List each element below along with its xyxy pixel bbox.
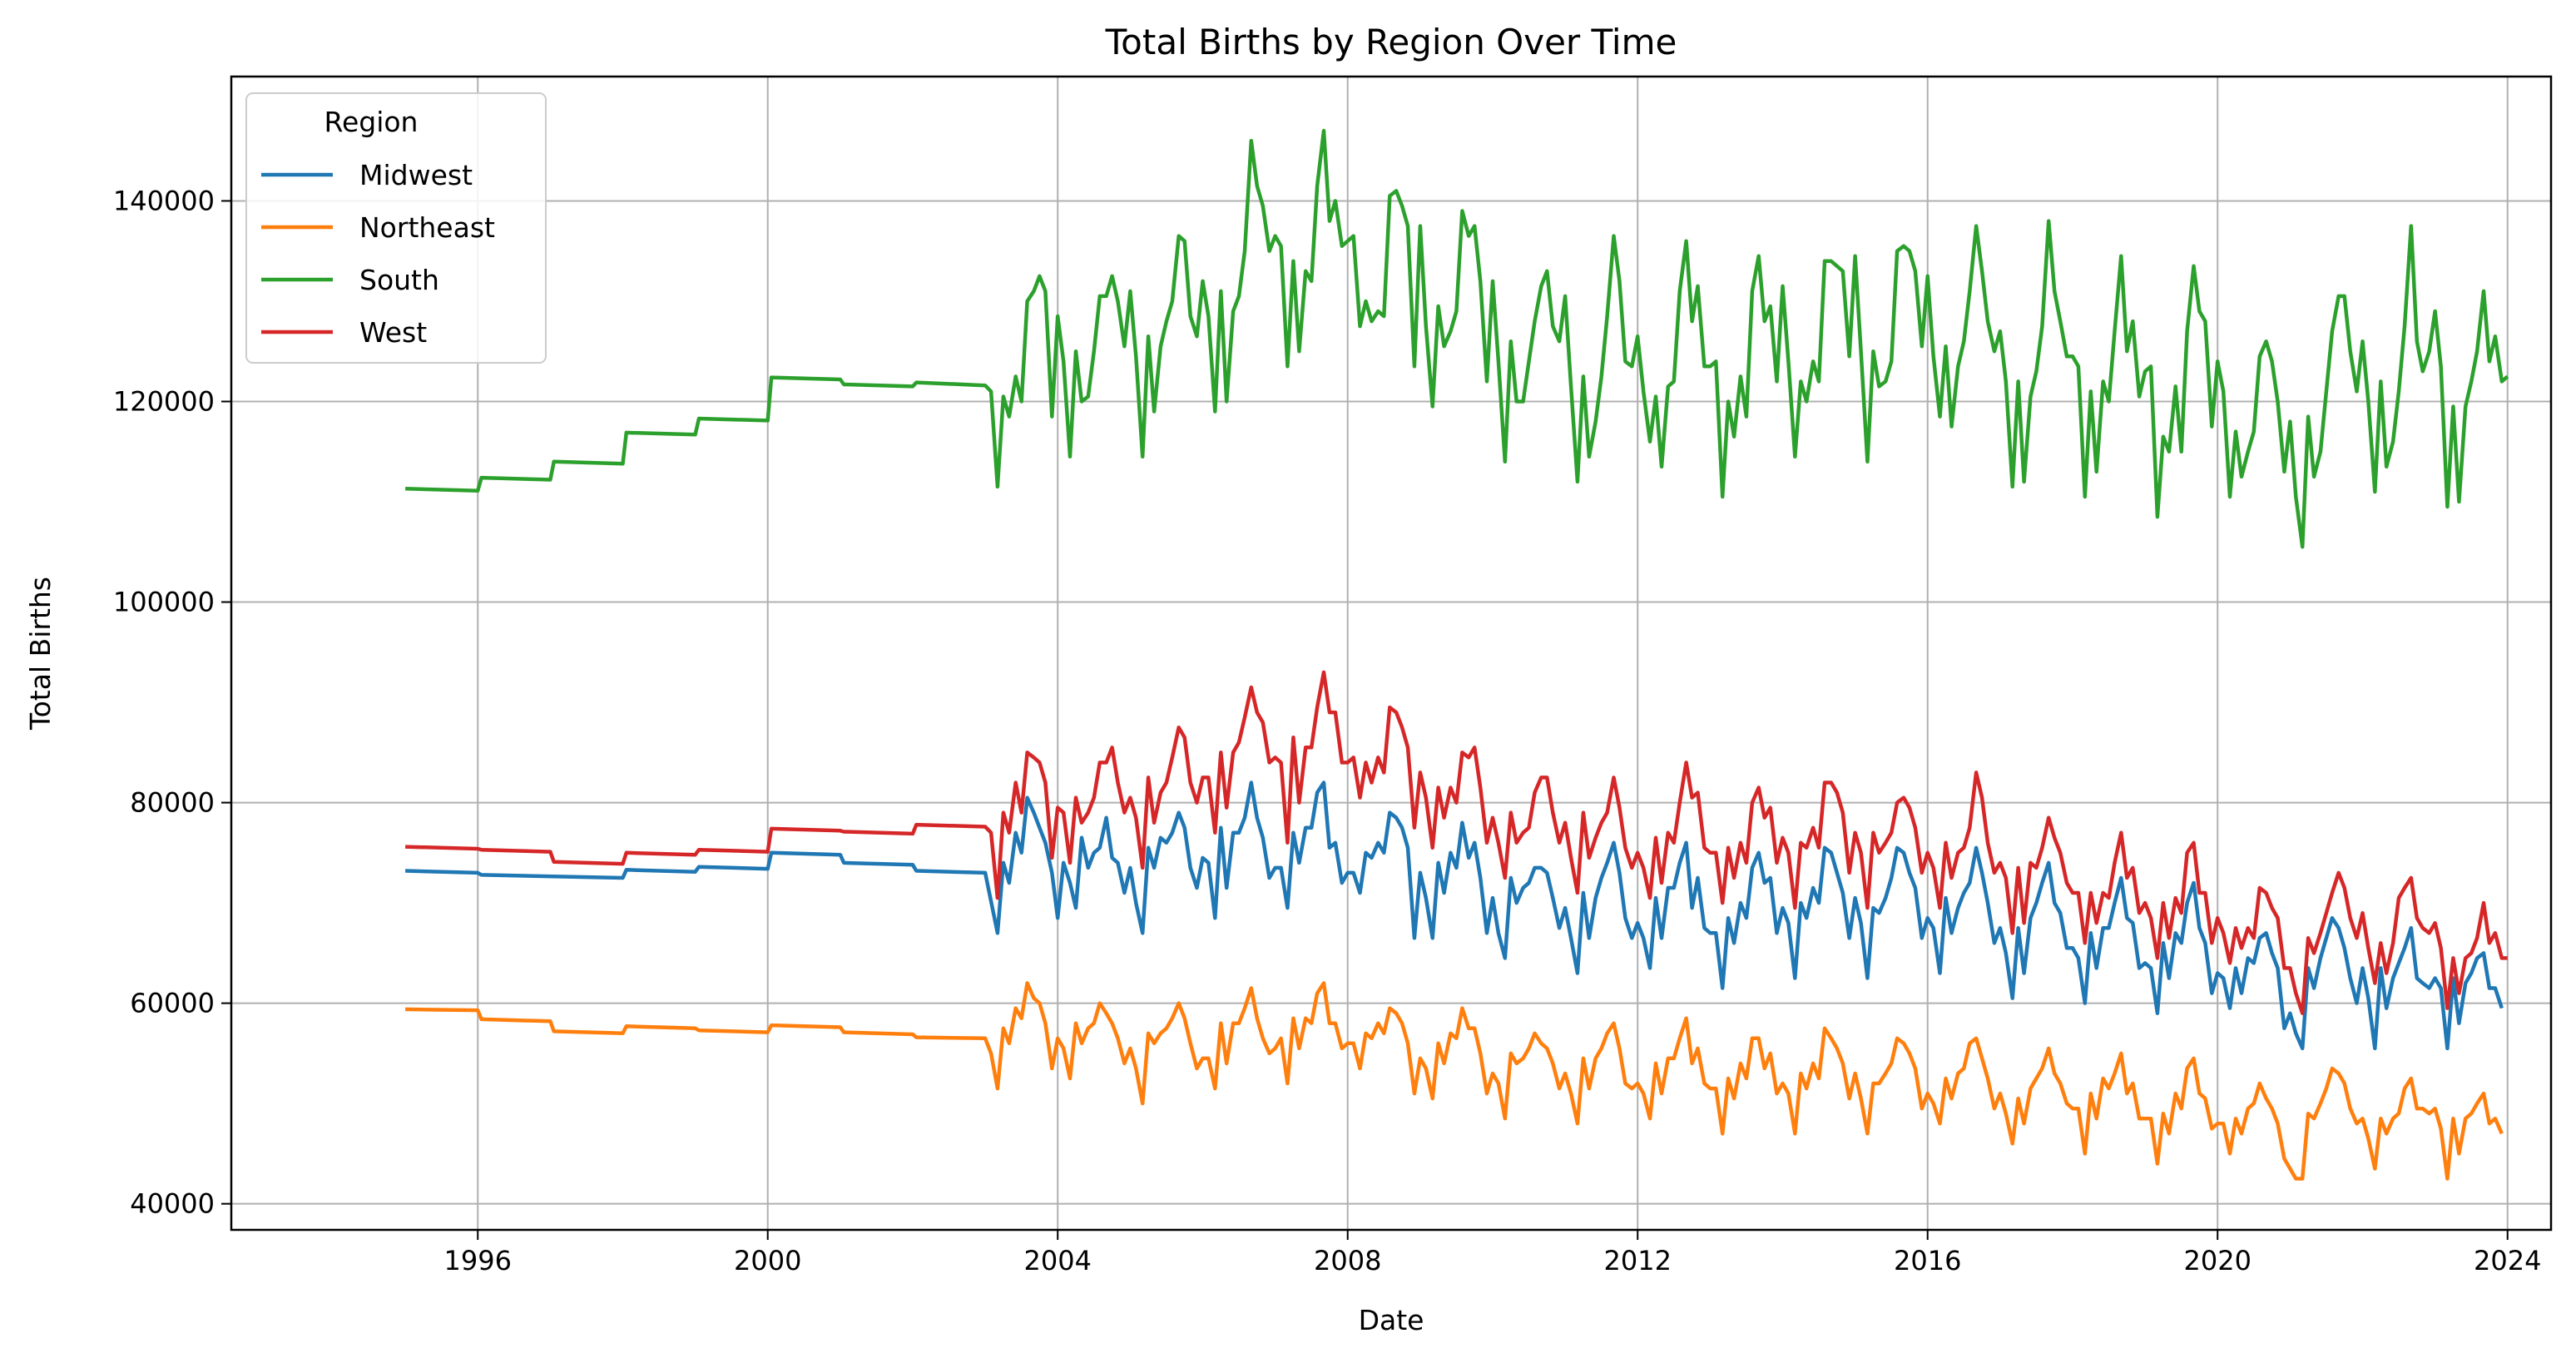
y-tick-label: 60000	[130, 988, 215, 1019]
y-tick-label: 100000	[113, 587, 215, 618]
x-tick-label: 2008	[1314, 1245, 1381, 1276]
x-tick-label: 2020	[2184, 1245, 2252, 1276]
x-tick-label: 2024	[2474, 1245, 2541, 1276]
legend-label-midwest: Midwest	[359, 159, 473, 191]
y-tick-label: 140000	[113, 185, 215, 216]
series-line-west	[405, 670, 2508, 1015]
series-line-northeast	[405, 981, 2504, 1181]
x-axis: 1996 2000 2004 2008 2012 2016 2020 2024	[444, 1230, 2541, 1276]
x-tick-label: 2004	[1024, 1245, 1092, 1276]
y-tick-label: 40000	[130, 1188, 215, 1220]
legend: Region Midwest Northeast South West	[245, 92, 547, 364]
x-tick-label: 2000	[734, 1245, 801, 1276]
x-axis-label: Date	[1359, 1304, 1424, 1336]
y-axis-label: Total Births	[24, 577, 57, 731]
chart-title: Total Births by Region Over Time	[1105, 22, 1677, 62]
x-tick-label: 1996	[444, 1245, 512, 1276]
series-lines	[405, 128, 2509, 1181]
x-tick-label: 2016	[1894, 1245, 1961, 1276]
legend-label-south: South	[359, 264, 439, 296]
x-tick-label: 2012	[1604, 1245, 1672, 1276]
y-axis: 40000 60000 80000 100000 120000 140000	[113, 185, 231, 1220]
legend-label-west: West	[359, 316, 427, 349]
legend-label-northeast: Northeast	[359, 211, 495, 244]
series-line-south	[405, 128, 2509, 549]
series-line-midwest	[405, 781, 2504, 1051]
legend-box	[245, 92, 547, 364]
legend-title: Region	[324, 106, 419, 138]
plot-frame	[230, 75, 2553, 1232]
y-tick-label: 120000	[113, 385, 215, 417]
y-tick-label: 80000	[130, 787, 215, 819]
